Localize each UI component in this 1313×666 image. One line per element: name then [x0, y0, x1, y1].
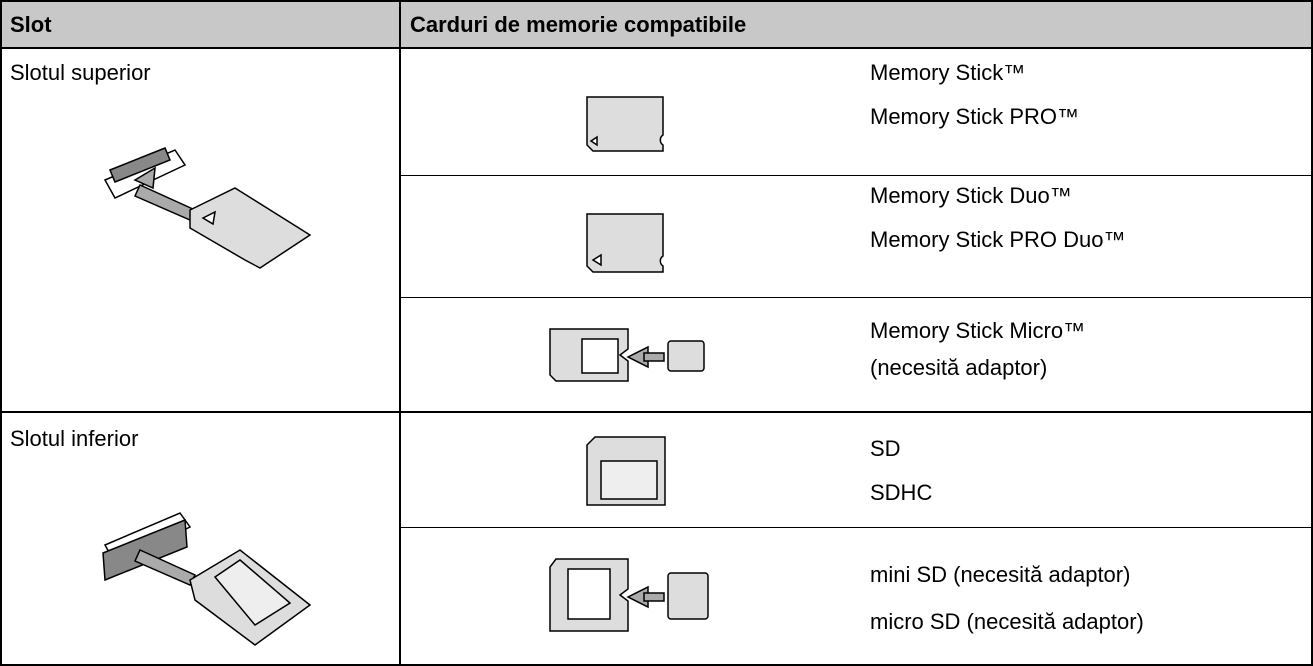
- card-name: Memory Stick Duo™: [870, 183, 1072, 208]
- header-cell: Slot: [10, 12, 52, 37]
- border: [399, 0, 401, 666]
- card-name: Memory Stick PRO™: [870, 104, 1080, 129]
- border: [400, 175, 1313, 176]
- border: [0, 664, 1313, 666]
- card-name: SDHC: [870, 480, 933, 505]
- card-icon: [586, 436, 666, 506]
- card-icon: [549, 328, 705, 382]
- card-name: SD: [870, 436, 901, 461]
- slot-name: Slotul superior: [10, 60, 151, 85]
- slot-illustration: [102, 512, 312, 646]
- card-name: mini SD (necesită adaptor): [870, 562, 1131, 587]
- card-name: (necesită adaptor): [870, 355, 1048, 380]
- card-icon: [586, 213, 664, 273]
- border: [400, 297, 1313, 298]
- slot-illustration: [103, 147, 312, 269]
- header-band: [1, 1, 1311, 48]
- card-name: Memory Stick™: [870, 60, 1026, 85]
- border: [400, 527, 1313, 528]
- card-icon: [586, 96, 664, 152]
- border: [0, 47, 1313, 49]
- card-name: Memory Stick PRO Duo™: [870, 227, 1126, 252]
- card-icon: [549, 558, 709, 632]
- border: [0, 0, 2, 666]
- slot-name: Slotul inferior: [10, 426, 139, 451]
- border: [1311, 0, 1313, 666]
- card-name: micro SD (necesită adaptor): [870, 609, 1144, 634]
- border: [0, 411, 1313, 413]
- header-cell: Carduri de memorie compatibile: [410, 12, 747, 37]
- card-name: Memory Stick Micro™: [870, 318, 1086, 343]
- border: [0, 0, 1313, 2]
